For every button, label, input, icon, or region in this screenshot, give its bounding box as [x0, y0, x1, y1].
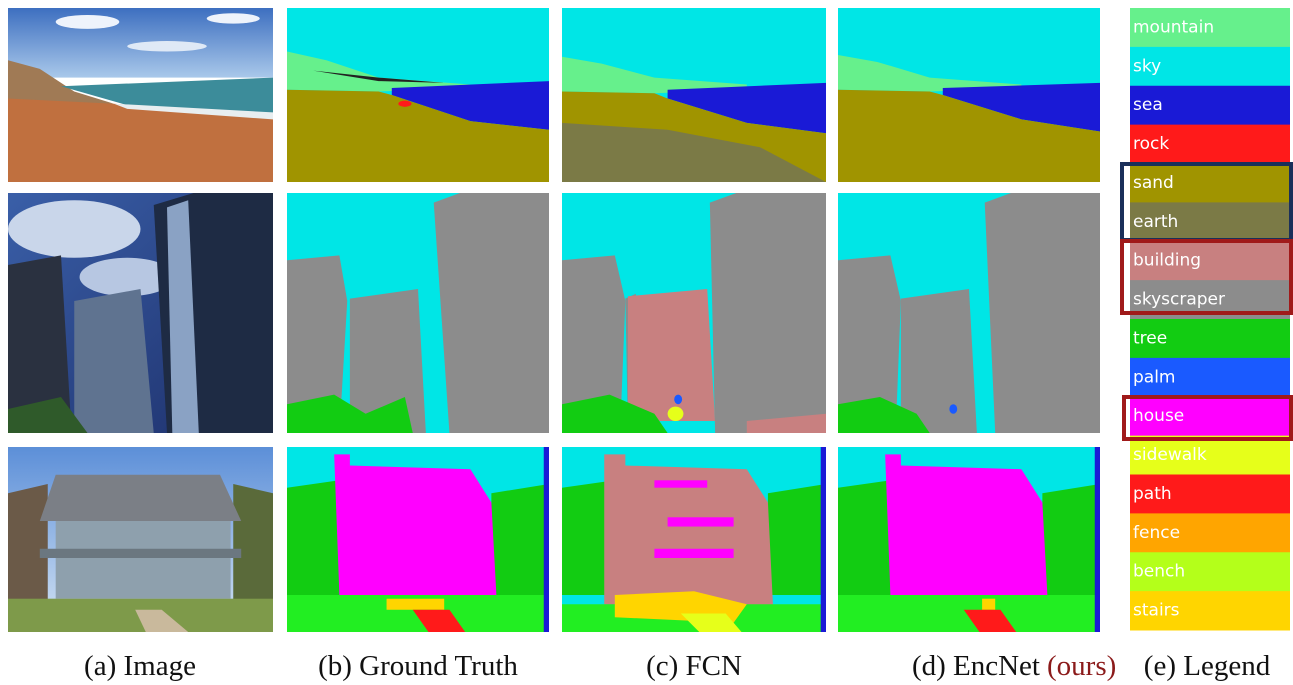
legend: mountain sky sea rock sand earth building skysc…: [1130, 8, 1290, 631]
figure: mountain sky sea rock sand earth building skysc…: [0, 0, 1293, 685]
region: [8, 200, 141, 258]
legend-label: skyscraper: [1133, 290, 1225, 310]
photo-house: [8, 447, 273, 632]
legend-label: fence: [1133, 523, 1180, 543]
encnet-beach: [838, 8, 1100, 182]
region: [985, 193, 1100, 433]
ground-truth-skyscrapers: [287, 193, 549, 433]
legend-label: rock: [1133, 134, 1169, 154]
legend-label: sky: [1133, 56, 1161, 76]
region: [668, 407, 684, 421]
region: [56, 15, 120, 29]
legend-label: house: [1133, 406, 1184, 426]
region: [982, 599, 995, 610]
region: [56, 521, 231, 599]
region: [628, 289, 715, 421]
legend-label: tree: [1133, 328, 1167, 348]
region: [127, 41, 206, 51]
region: [207, 13, 260, 23]
region: [398, 101, 411, 107]
region: [949, 404, 957, 414]
region: [287, 480, 339, 595]
region: [901, 289, 977, 433]
legend-label: sand: [1133, 173, 1174, 193]
region: [668, 517, 734, 526]
legend-label: earth: [1133, 212, 1178, 232]
fcn-beach: [562, 8, 826, 182]
photo-skyscrapers: [8, 193, 273, 433]
region: [387, 599, 445, 610]
legend-label: building: [1133, 251, 1201, 271]
region: [233, 484, 273, 604]
region: [654, 480, 707, 487]
legend-label: bench: [1133, 562, 1185, 582]
region: [8, 484, 48, 604]
fcn-house: [562, 447, 826, 632]
caption: (b) Ground Truth: [318, 650, 518, 682]
region: [821, 447, 826, 632]
fcn-skyscrapers: [562, 193, 826, 433]
caption: (e) Legend: [1144, 650, 1271, 682]
legend-label: sidewalk: [1133, 445, 1207, 465]
region: [838, 480, 890, 595]
region: [604, 454, 773, 609]
region: [334, 454, 496, 598]
ground-truth-beach: [287, 8, 549, 182]
region: [710, 193, 826, 433]
legend-label: path: [1133, 484, 1172, 504]
caption: (c) FCN: [646, 650, 742, 682]
ground-truth-house: [287, 447, 549, 632]
region: [674, 395, 682, 405]
region: [491, 484, 549, 595]
legend-label: mountain: [1133, 17, 1214, 37]
caption-note: (ours): [1047, 650, 1116, 682]
region: [40, 475, 241, 521]
region: [1042, 484, 1100, 595]
region: [40, 549, 241, 558]
region: [768, 484, 826, 595]
legend-label: stairs: [1133, 601, 1180, 621]
caption: (a) Image: [84, 650, 196, 682]
encnet-skyscrapers: [838, 193, 1100, 433]
encnet-house: [838, 447, 1100, 632]
region: [1095, 447, 1100, 632]
region: [654, 549, 733, 558]
region: [885, 454, 1047, 598]
legend-label: palm: [1133, 367, 1176, 387]
region: [544, 447, 549, 632]
photo-beach: [8, 8, 273, 182]
caption: (d) EncNet: [912, 650, 1040, 682]
region: [74, 289, 154, 433]
region: [434, 193, 549, 433]
legend-label: sea: [1133, 95, 1163, 115]
